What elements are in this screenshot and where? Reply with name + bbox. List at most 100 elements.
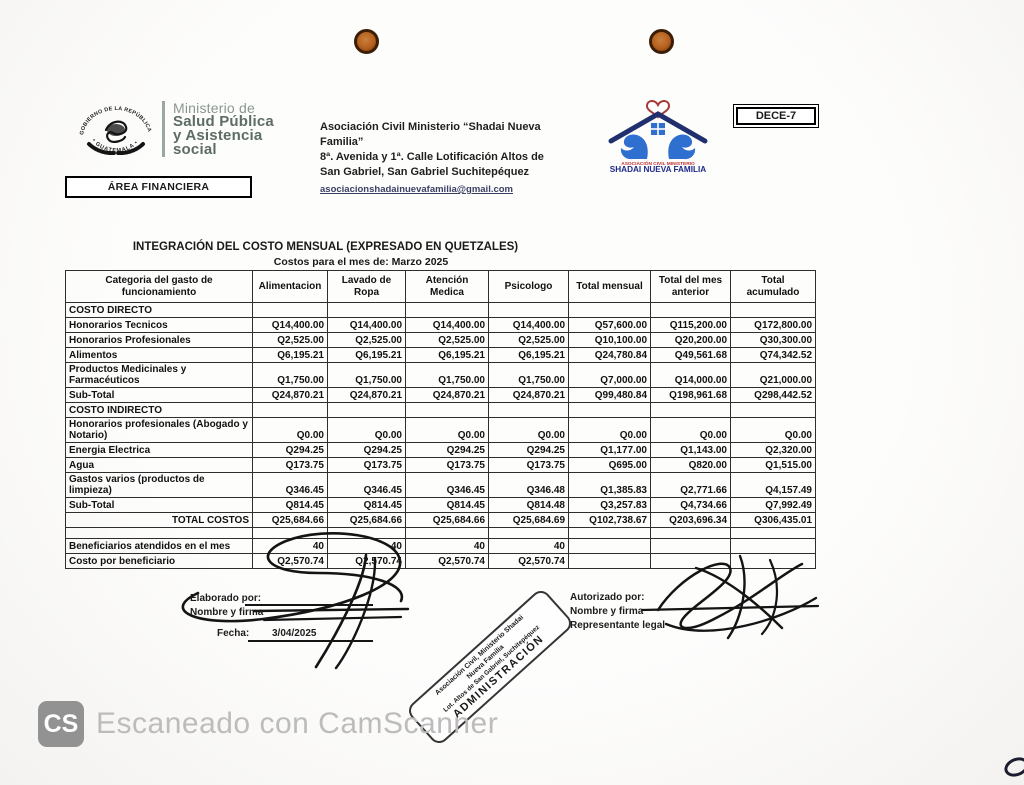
- row-value: Q814.45: [327, 497, 406, 513]
- row-value: [568, 527, 651, 539]
- row-value: Q25,684.69: [488, 512, 569, 528]
- table-header-row: Categoria del gasto de funcionamiento Al…: [65, 270, 816, 303]
- row-value: Q1,177.00: [568, 442, 651, 458]
- row-label: Productos Medicinales y Farmacéuticos: [65, 362, 253, 388]
- row-value: Q14,000.00: [650, 362, 731, 388]
- house-heart-doves-icon: ASOCIACIÓN CIVIL MINISTERIO SHADAI NUEVA…: [608, 100, 708, 174]
- row-value: [405, 302, 489, 318]
- row-value: Q4,157.49: [730, 472, 816, 498]
- ministry-line-1: Ministerio de: [173, 100, 255, 116]
- row-value: Q3,257.83: [568, 497, 651, 513]
- row-value: Q198,961.68: [650, 387, 731, 403]
- row-value: Q346.45: [252, 472, 328, 498]
- row-value: Q6,195.21: [327, 347, 406, 363]
- association-name: Asociación Civil Ministerio “Shadai Nuev…: [320, 121, 541, 148]
- table-row: Costo por beneficiario Q2,570.74 Q2,570.74…: [65, 553, 816, 569]
- fecha-value: 3/04/2025: [272, 628, 317, 639]
- row-value: Q99,480.84: [568, 387, 651, 403]
- row-value: Q7,992.49: [730, 497, 816, 513]
- col-header-total-mensual: Total mensual: [568, 270, 651, 303]
- row-value: [650, 402, 731, 418]
- elaborado-signature: [181, 531, 410, 670]
- row-label: Alimentos: [65, 347, 253, 363]
- row-value: [252, 302, 328, 318]
- row-value: [327, 402, 406, 418]
- col-header-total-anterior: Total del mes anterior: [650, 270, 731, 303]
- logo-caption-red: ASOCIACIÓN CIVIL MINISTERIO: [621, 159, 695, 167]
- table-row: Honorarios Tecnicos Q14,400.00 Q14,400.00 Q…: [65, 317, 816, 333]
- row-value: Q298,442.52: [730, 387, 816, 403]
- row-value: Q30,300.00: [730, 332, 816, 348]
- row-value: 40: [488, 538, 569, 554]
- autorizado-nombre-firma: Nombre y firma: [570, 606, 644, 617]
- row-value: Q294.25: [405, 442, 489, 458]
- row-value: Q172,800.00: [730, 317, 816, 333]
- binder-hole-right: [649, 29, 674, 54]
- camscanner-badge-icon: CS: [38, 701, 84, 747]
- row-value: Q24,870.21: [327, 387, 406, 403]
- row-label: Honorarios Tecnicos: [65, 317, 253, 333]
- ministry-line-3: y Asistencia: [173, 127, 263, 144]
- row-value: Q0.00: [327, 417, 406, 443]
- row-value: Q820.00: [650, 457, 731, 473]
- form-code-box: DECE-7: [733, 104, 819, 128]
- row-value: Q2,525.00: [405, 332, 489, 348]
- pen-mark: [1001, 753, 1024, 781]
- association-address-2: San Gabriel, San Gabriel Suchitepéquez: [320, 166, 530, 178]
- row-value: Q14,400.00: [405, 317, 489, 333]
- table-row: Sub-Total Q24,870.21 Q24,870.21 Q24,870.21 Q…: [65, 387, 816, 403]
- row-label: COSTO DIRECTO: [65, 302, 253, 318]
- row-label: Gastos varios (productos de limpieza): [65, 472, 253, 498]
- row-value: Q294.25: [252, 442, 328, 458]
- table-row: Honorarios Profesionales Q2,525.00 Q2,525.…: [65, 332, 816, 348]
- camscanner-watermark-text: Escaneado con CamScanner: [96, 707, 499, 740]
- row-value: [327, 302, 406, 318]
- row-value: [730, 302, 816, 318]
- row-value: Q20,200.00: [650, 332, 731, 348]
- table-row: Sub-Total Q814.45 Q814.45 Q814.45 Q814.48 Q3,…: [65, 497, 816, 513]
- row-value: Q0.00: [730, 417, 816, 443]
- row-value: Q1,750.00: [327, 362, 406, 388]
- row-label: Sub-Total: [65, 387, 253, 403]
- row-value: [488, 527, 569, 539]
- row-value: Q0.00: [650, 417, 731, 443]
- row-value: Q21,000.00: [730, 362, 816, 388]
- cost-integration-table: Categoria del gasto de funcionamiento Al…: [65, 270, 816, 569]
- row-label: Agua: [65, 457, 253, 473]
- representante-legal-label: Representante legal: [570, 620, 666, 631]
- table-row: Gastos varios (productos de limpieza) Q34…: [65, 472, 816, 498]
- row-value: Q6,195.21: [252, 347, 328, 363]
- table-title: INTEGRACIÓN DEL COSTO MENSUAL (EXPRESADO…: [132, 241, 519, 253]
- row-value: [488, 302, 569, 318]
- row-value: Q1,750.00: [488, 362, 569, 388]
- row-value: Q49,561.68: [650, 347, 731, 363]
- row-value: [405, 402, 489, 418]
- autorizado-signature: [640, 554, 820, 640]
- autorizado-label: Autorizado por:: [570, 592, 645, 603]
- row-value: Q2,570.74: [405, 553, 489, 569]
- logo-caption-blue: SHADAI NUEVA FAMILIA: [610, 165, 707, 173]
- row-value: Q203,696.34: [650, 512, 731, 528]
- row-value: Q346.48: [488, 472, 569, 498]
- row-label: Sub-Total: [65, 497, 253, 513]
- row-label: Honorarios profesionales (Abogado y Nota…: [65, 417, 253, 443]
- row-value: Q173.75: [252, 457, 328, 473]
- ministry-line-4: social: [173, 141, 217, 158]
- row-value: Q2,771.66: [650, 472, 731, 498]
- fecha-line: [248, 640, 373, 642]
- row-value: Q2,525.00: [252, 332, 328, 348]
- row-value: Q814.45: [405, 497, 489, 513]
- row-label: Honorarios Profesionales: [65, 332, 253, 348]
- table-row: Alimentos Q6,195.21 Q6,195.21 Q6,195.21 Q6,1…: [65, 347, 816, 363]
- row-value: Q7,000.00: [568, 362, 651, 388]
- row-value: Q6,195.21: [405, 347, 489, 363]
- row-value: [730, 402, 816, 418]
- table-row: Productos Medicinales y Farmacéuticos Q1,…: [65, 362, 816, 388]
- row-value: [650, 302, 731, 318]
- row-value: [568, 402, 651, 418]
- row-value: Q173.75: [327, 457, 406, 473]
- row-value: Q24,870.21: [405, 387, 489, 403]
- row-value: Q0.00: [252, 417, 328, 443]
- guatemala-seal-icon: GOBIERNO DE LA REPÚBLICA • GUATEMALA •: [79, 106, 152, 156]
